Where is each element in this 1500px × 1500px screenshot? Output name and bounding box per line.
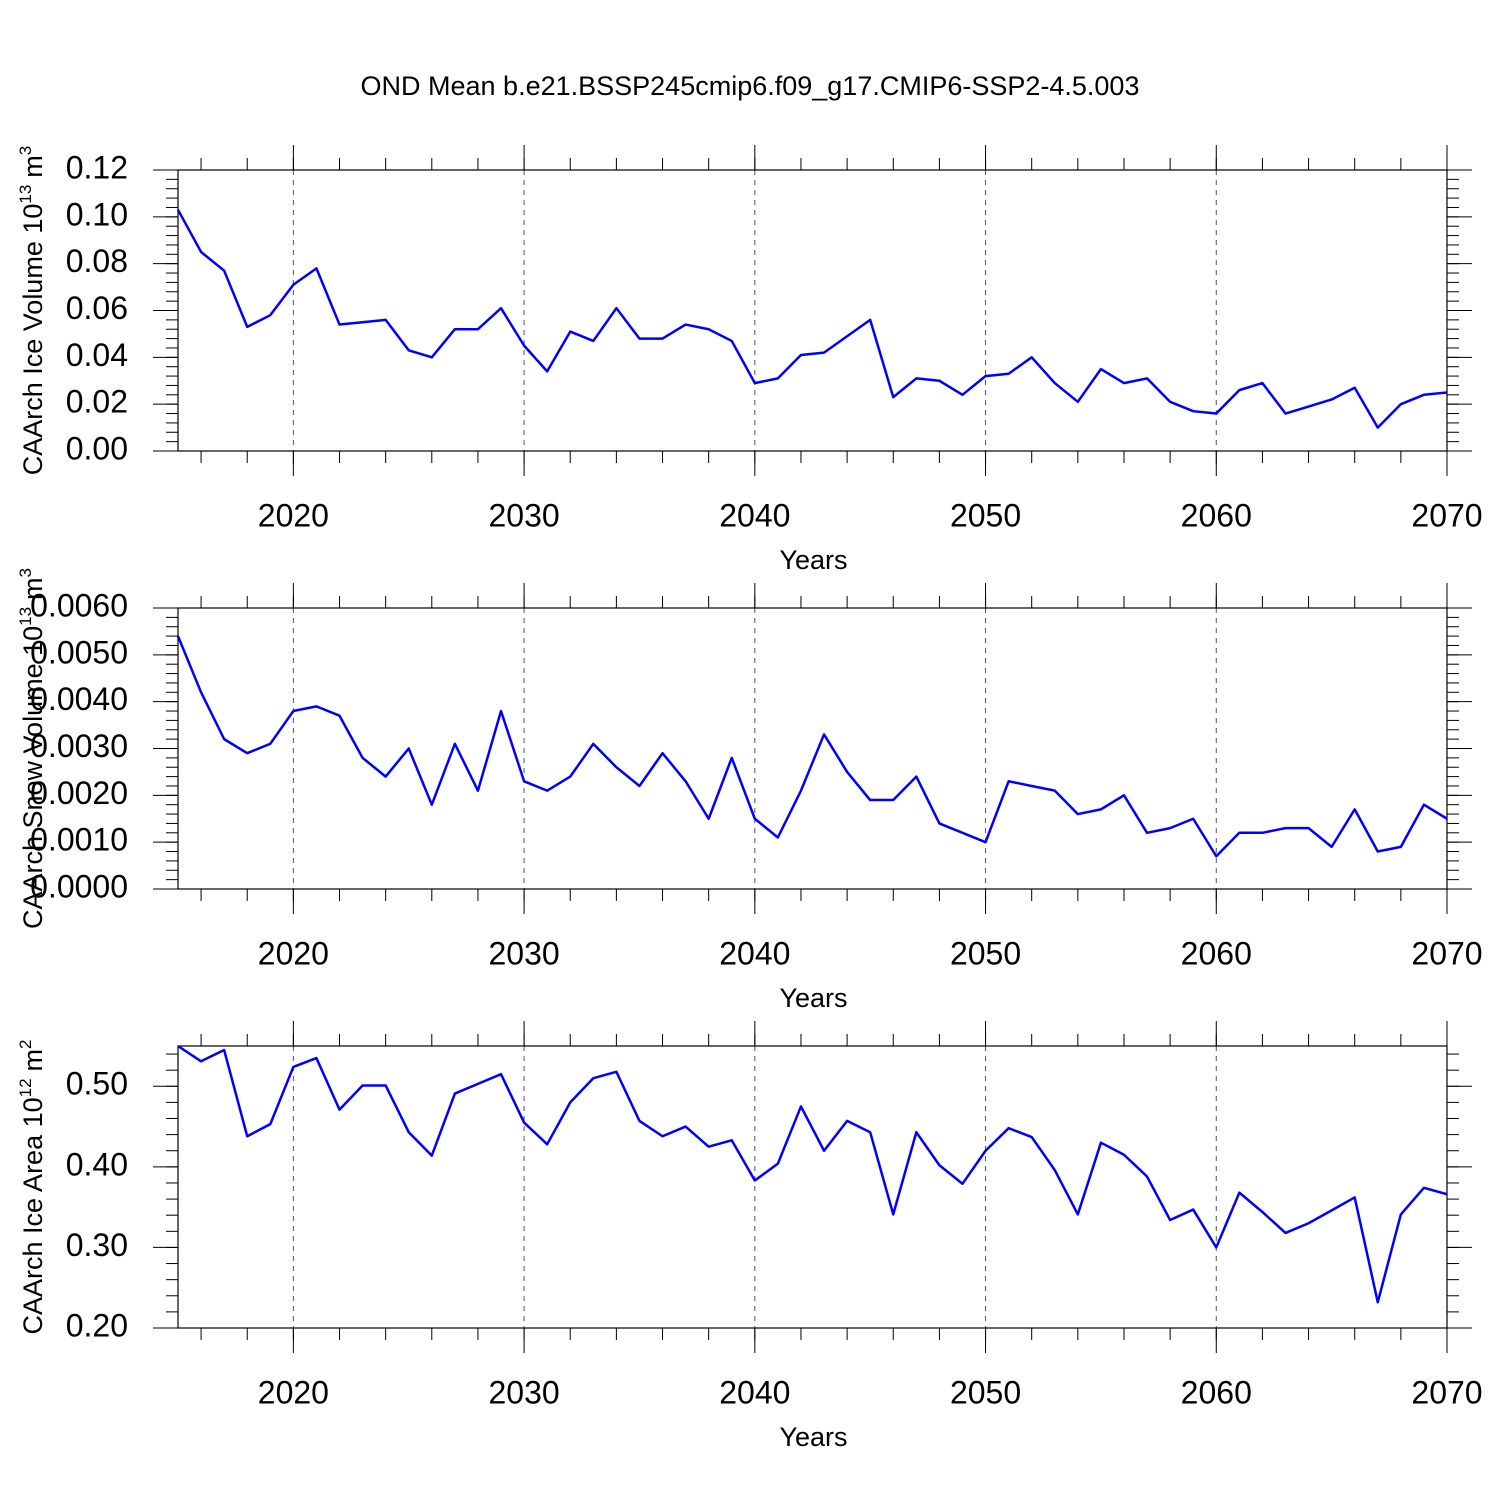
x-tick-label: 2040: [719, 497, 790, 533]
y-axis-label-exponent: 12: [16, 1078, 35, 1097]
data-line: [176, 209, 1448, 429]
plot-frame: [177, 607, 1448, 890]
y-tick-label: 0.0030: [30, 728, 128, 764]
y-tick-label: 0.04: [66, 337, 128, 373]
y-tick-label: 0.10: [66, 196, 128, 232]
x-tick-label: 2060: [1181, 935, 1252, 971]
y-axis-label-unit: m: [18, 155, 48, 178]
x-tick-label: 2030: [488, 497, 559, 533]
data-line: [176, 635, 1448, 858]
x-tick-label: 2070: [1411, 497, 1482, 533]
x-tick-label: 2030: [488, 935, 559, 971]
x-tick-label: 2070: [1411, 935, 1482, 971]
y-tick-label: 0.08: [66, 243, 128, 279]
y-tick-label: 0.0040: [30, 681, 128, 717]
y-tick-label: 0.0060: [30, 587, 128, 623]
y-tick-label: 0.50: [66, 1066, 128, 1102]
x-tick-label: 2050: [950, 935, 1021, 971]
y-tick-label: 0.20: [66, 1307, 128, 1343]
x-tick-label: 2020: [258, 935, 329, 971]
y-axis-label-unit: m: [18, 577, 48, 600]
x-tick-label: 2020: [258, 1374, 329, 1410]
data-line: [177, 1044, 1448, 1304]
y-tick-label: 0.12: [66, 149, 128, 185]
y-tick-label: 0.30: [66, 1227, 128, 1263]
x-axis-label: Years: [779, 1422, 847, 1452]
x-axis-label: Years: [779, 983, 847, 1013]
y-axis-label-exponent: 13: [16, 607, 35, 626]
y-axis-label-unit-exponent: 3: [16, 568, 35, 577]
x-tick-label: 2040: [719, 935, 790, 971]
y-axis-label: CAArch Ice Area 1012 m2: [16, 1039, 48, 1334]
y-axis-label-unit-exponent: 2: [16, 1039, 35, 1048]
y-tick-label: 0.0010: [30, 822, 128, 858]
plot-frame: [177, 169, 1448, 452]
y-tick-label: 0.0000: [30, 868, 128, 904]
x-tick-label: 2020: [258, 497, 329, 533]
x-tick-label: 2060: [1181, 1374, 1252, 1410]
y-axis-label-text: CAArch Ice Area 10: [18, 1097, 48, 1334]
y-tick-label: 0.00: [66, 430, 128, 466]
y-tick-label: 0.06: [66, 290, 128, 326]
y-axis-label-text: CAArch Ice Volume 10: [18, 204, 48, 476]
x-tick-label: 2050: [950, 497, 1021, 533]
y-tick-label: 0.40: [66, 1146, 128, 1182]
y-tick-label: 0.0050: [30, 634, 128, 670]
y-axis-label: CAArch Ice Volume 1013 m3: [16, 146, 48, 476]
y-axis-label: CAArch Snow Volume 1013 m3: [16, 568, 48, 929]
y-tick-label: 0.0020: [30, 775, 128, 811]
x-tick-label: 2050: [950, 1374, 1021, 1410]
y-tick-label: 0.02: [66, 384, 128, 420]
y-axis-label-unit: m: [18, 1049, 48, 1072]
y-axis-label-exponent: 13: [16, 185, 35, 204]
y-axis-label-text: CAArch Snow Volume 10: [18, 626, 48, 929]
x-tick-label: 2040: [719, 1374, 790, 1410]
plot-frame: [177, 1045, 1448, 1329]
x-tick-label: 2060: [1181, 497, 1252, 533]
y-axis-label-unit-exponent: 3: [16, 146, 35, 155]
chart-title: OND Mean b.e21.BSSP245cmip6.f09_g17.CMIP…: [361, 71, 1140, 101]
x-tick-label: 2070: [1411, 1374, 1482, 1410]
x-tick-label: 2030: [488, 1374, 559, 1410]
x-axis-label: Years: [779, 545, 847, 575]
